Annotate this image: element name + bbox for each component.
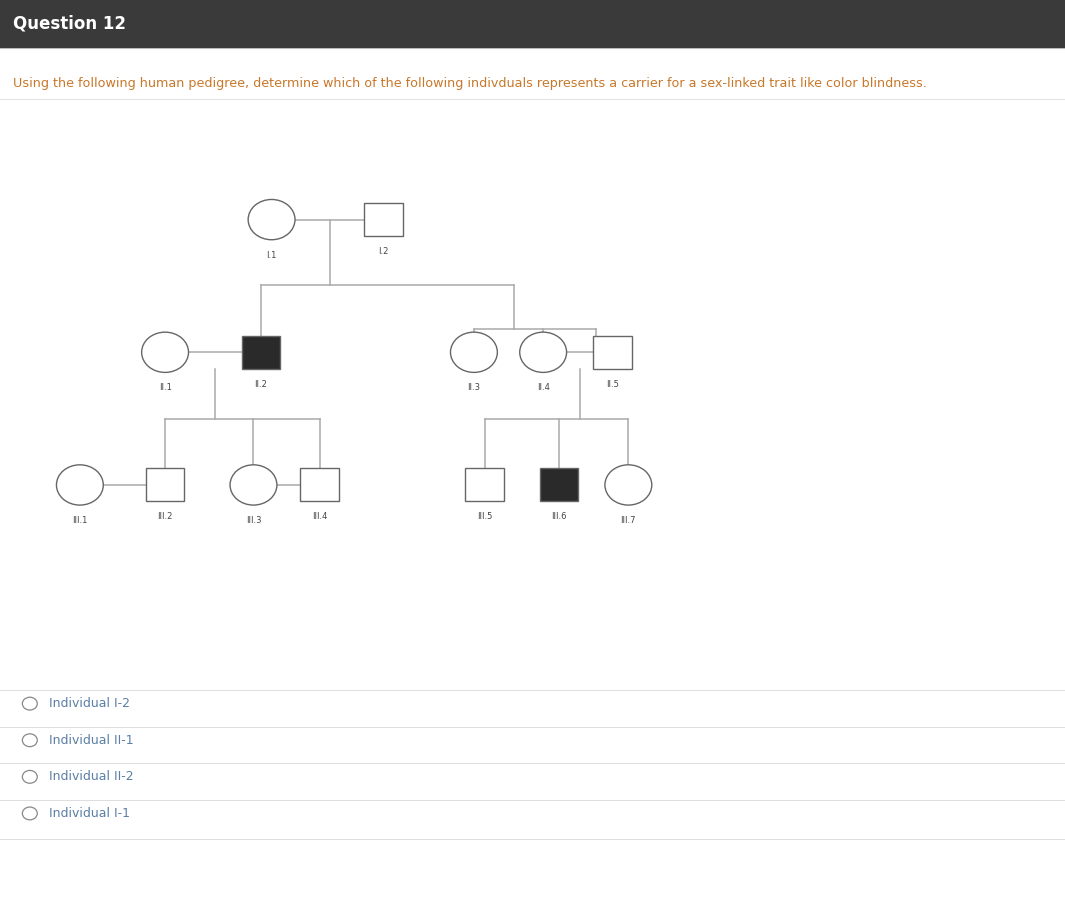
Bar — [242, 336, 280, 369]
Text: II.4: II.4 — [537, 383, 550, 393]
Bar — [465, 468, 504, 501]
Bar — [593, 336, 632, 369]
Text: III.1: III.1 — [72, 516, 87, 525]
Text: III.2: III.2 — [158, 512, 173, 522]
Text: Using the following human pedigree, determine which of the following indivduals : Using the following human pedigree, dete… — [13, 77, 927, 90]
Circle shape — [56, 465, 103, 505]
Circle shape — [22, 770, 37, 783]
Text: Individual II-2: Individual II-2 — [49, 770, 133, 783]
Text: Individual I-1: Individual I-1 — [49, 807, 130, 820]
Text: Individual I-2: Individual I-2 — [49, 697, 130, 710]
Bar — [300, 468, 339, 501]
Bar — [540, 468, 578, 501]
Text: III.3: III.3 — [246, 516, 261, 525]
Text: II.1: II.1 — [159, 383, 171, 393]
Text: Individual II-1: Individual II-1 — [49, 734, 133, 747]
Circle shape — [520, 332, 567, 372]
Bar — [364, 203, 403, 236]
Text: I.1: I.1 — [266, 251, 277, 260]
Text: III.7: III.7 — [621, 516, 636, 525]
Circle shape — [230, 465, 277, 505]
Circle shape — [22, 807, 37, 820]
Text: III.6: III.6 — [552, 512, 567, 522]
Text: III.5: III.5 — [477, 512, 492, 522]
Circle shape — [605, 465, 652, 505]
Circle shape — [22, 697, 37, 710]
Circle shape — [22, 734, 37, 747]
Text: I.2: I.2 — [378, 247, 389, 256]
FancyBboxPatch shape — [0, 0, 1065, 48]
Circle shape — [142, 332, 189, 372]
Text: II.2: II.2 — [255, 380, 267, 389]
Bar — [146, 468, 184, 501]
Text: III.4: III.4 — [312, 512, 327, 522]
Circle shape — [450, 332, 497, 372]
Circle shape — [248, 199, 295, 240]
Text: II.5: II.5 — [606, 380, 619, 389]
Text: Question 12: Question 12 — [13, 15, 126, 33]
Text: II.3: II.3 — [468, 383, 480, 393]
